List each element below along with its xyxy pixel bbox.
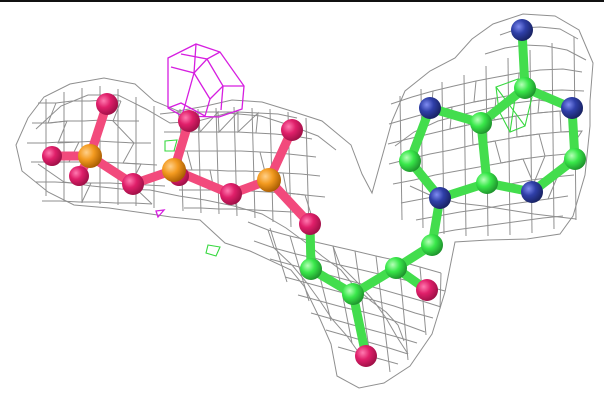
oxygen-atom bbox=[220, 183, 242, 205]
carbon-atom bbox=[470, 112, 492, 134]
oxygen-atom bbox=[42, 146, 62, 166]
magenta-density-feature bbox=[155, 43, 245, 219]
carbon-atom bbox=[385, 257, 407, 279]
carbon-atom bbox=[421, 234, 443, 256]
carbon-atom bbox=[399, 150, 421, 172]
carbon-atom bbox=[300, 258, 322, 280]
oxygen-atom bbox=[281, 119, 303, 141]
carbon-atom bbox=[476, 172, 498, 194]
phosphorus-atom bbox=[78, 144, 102, 168]
oxygen-atom bbox=[355, 345, 377, 367]
nitrogen-atom bbox=[511, 19, 533, 41]
phosphorus-atom bbox=[257, 168, 281, 192]
density-mesh bbox=[15, 13, 594, 389]
nitrogen-atom bbox=[429, 187, 451, 209]
oxygen-atom bbox=[122, 173, 144, 195]
top-border-line bbox=[0, 0, 604, 2]
carbon-atom bbox=[564, 148, 586, 170]
carbon-atom bbox=[342, 283, 364, 305]
oxygen-atom bbox=[299, 213, 321, 235]
carbon-atom bbox=[514, 77, 536, 99]
nitrogen-atom bbox=[561, 97, 583, 119]
oxygen-atom bbox=[96, 93, 118, 115]
oxygen-atom bbox=[178, 110, 200, 132]
oxygen-atom bbox=[69, 166, 89, 186]
nitrogen-atom bbox=[419, 97, 441, 119]
nitrogen-atom bbox=[521, 181, 543, 203]
atom-spheres bbox=[42, 19, 586, 367]
oxygen-atom bbox=[416, 279, 438, 301]
phosphorus-atom bbox=[162, 158, 186, 182]
